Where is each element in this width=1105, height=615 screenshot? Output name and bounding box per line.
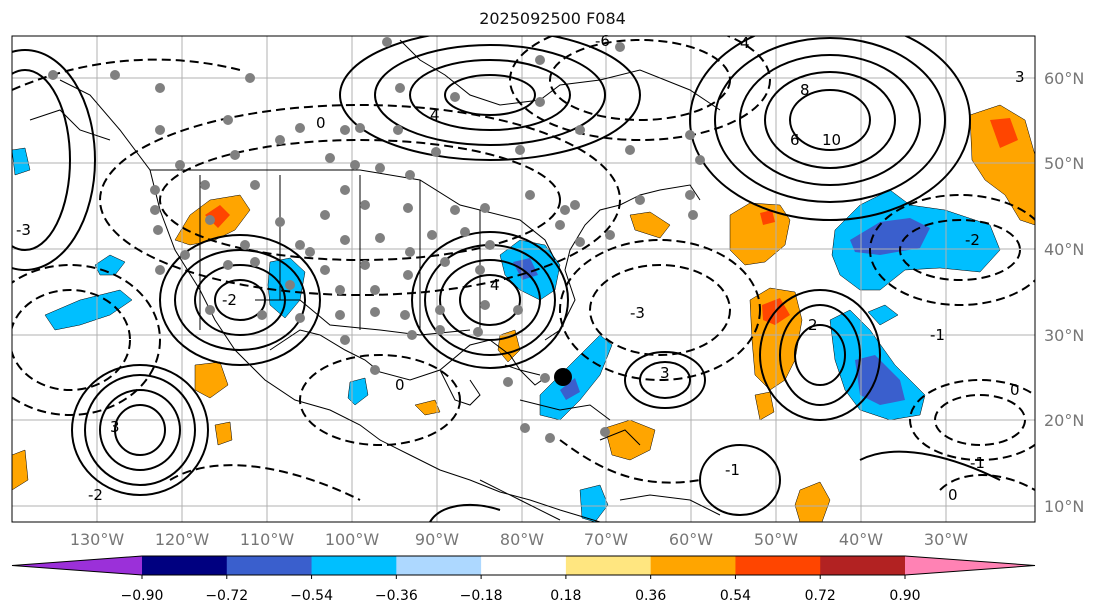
contour-label: -3 bbox=[630, 304, 645, 322]
colorbar-segment bbox=[311, 556, 397, 575]
coastlines bbox=[29, 39, 721, 522]
contour-label: -3 bbox=[16, 221, 31, 239]
contour-label: 10 bbox=[822, 131, 841, 149]
lat-label: 10°N bbox=[1044, 497, 1084, 516]
contour-label: 3 bbox=[660, 364, 670, 382]
colorbar-segment bbox=[142, 556, 228, 575]
contour-label: -6 bbox=[595, 32, 610, 50]
lon-label: 120°W bbox=[155, 530, 210, 549]
colorbar-tick-label: −0.54 bbox=[290, 588, 333, 604]
contour-label: 0 bbox=[395, 376, 405, 394]
lon-label: 90°W bbox=[415, 530, 459, 549]
lon-label: 50°W bbox=[754, 530, 798, 549]
colorbar-tick-label: 0.90 bbox=[889, 588, 920, 604]
lat-label: 40°N bbox=[1044, 240, 1084, 259]
colorbar-segment bbox=[396, 556, 482, 575]
contour-label: 3 bbox=[1015, 68, 1025, 86]
contour-label: -1 bbox=[930, 326, 945, 344]
colorbar-tick-label: −0.36 bbox=[375, 588, 418, 604]
latitude-labels: 60°N 50°N 40°N 30°N 20°N 10°N bbox=[1044, 69, 1084, 516]
lon-label: 40°W bbox=[839, 530, 883, 549]
lon-label: 30°W bbox=[924, 530, 968, 549]
shade-blue bbox=[855, 355, 905, 405]
colorbar-tick-label: 0.18 bbox=[550, 588, 581, 604]
shade-red bbox=[990, 118, 1018, 148]
contour-label: 0 bbox=[316, 114, 326, 132]
contour-label: 0 bbox=[1010, 381, 1020, 399]
colorbar-tick-label: −0.90 bbox=[121, 588, 164, 604]
contour-label: 0 bbox=[948, 486, 958, 504]
colorbar-tick-label: −0.72 bbox=[205, 588, 248, 604]
lat-label: 60°N bbox=[1044, 69, 1084, 88]
colorbar-segment bbox=[226, 556, 313, 575]
lon-label: 80°W bbox=[500, 530, 544, 549]
lon-label: 70°W bbox=[584, 530, 628, 549]
shade-blue bbox=[850, 218, 930, 255]
contour-label: -1 bbox=[725, 461, 740, 479]
contour-labels: -2 4 3 3 2 8 10 6 0 4 -6 -3 -1 -2 -1 0 0… bbox=[16, 32, 1025, 504]
shade-red bbox=[760, 210, 775, 225]
contour-label: -2 bbox=[88, 486, 103, 504]
shade-orange bbox=[214, 421, 233, 446]
shade-blue bbox=[539, 334, 613, 421]
colorbar-tick-label: −0.18 bbox=[460, 588, 503, 604]
shade-orange bbox=[969, 104, 1035, 226]
colorbar-tick-label: 0.36 bbox=[635, 588, 666, 604]
shade-blue bbox=[347, 377, 369, 406]
shade-blue bbox=[44, 289, 133, 331]
shade-orange bbox=[794, 481, 831, 522]
shade-red bbox=[205, 205, 230, 228]
shade-blue bbox=[867, 304, 899, 326]
colorbar-tick-labels: −0.90 −0.72 −0.54 −0.36 −0.18 0.18 0.36 0.54 0.7… bbox=[121, 575, 921, 604]
longitude-labels: 130°W 120°W 110°W 100°W 90°W 80°W 70°W 6… bbox=[70, 530, 968, 549]
colorbar-segment bbox=[481, 556, 567, 575]
contour-label: -2 bbox=[222, 291, 237, 309]
contour-label: 4 bbox=[490, 276, 500, 294]
shade-blue bbox=[579, 484, 609, 522]
shade-orange bbox=[754, 391, 775, 421]
colorbar bbox=[11, 555, 1036, 576]
map-title: 2025092500 F084 bbox=[479, 9, 626, 28]
contour-label: 3 bbox=[110, 418, 120, 436]
colorbar-tick-label: 0.54 bbox=[720, 588, 751, 604]
colorbar-segment bbox=[650, 556, 736, 575]
lat-label: 50°N bbox=[1044, 154, 1084, 173]
highlight-marker bbox=[554, 368, 572, 386]
lon-label: 60°W bbox=[669, 530, 713, 549]
contours-negative bbox=[12, 36, 1035, 501]
lat-label: 20°N bbox=[1044, 411, 1084, 430]
lon-label: 130°W bbox=[70, 530, 125, 549]
colorbar-extend-min bbox=[12, 556, 142, 575]
shade-orange bbox=[629, 211, 671, 239]
contour-label: 6 bbox=[790, 131, 800, 149]
contour-label: 4 bbox=[740, 34, 750, 52]
shade-blue bbox=[560, 378, 580, 400]
contour-label: 2 bbox=[808, 316, 818, 334]
map-frame bbox=[11, 35, 1036, 523]
contour-label: 8 bbox=[800, 81, 810, 99]
contour-label: -1 bbox=[970, 454, 985, 472]
station-markers bbox=[48, 37, 705, 443]
lon-label: 100°W bbox=[325, 530, 380, 549]
colorbar-tick-label: 0.72 bbox=[805, 588, 836, 604]
contour-label: -2 bbox=[965, 231, 980, 249]
shade-orange bbox=[414, 399, 441, 416]
shade-blue bbox=[12, 147, 31, 176]
colorbar-segment bbox=[735, 556, 821, 575]
colorbar-segment bbox=[565, 556, 652, 575]
lat-label: 30°N bbox=[1044, 326, 1084, 345]
colorbar-extend-max bbox=[905, 556, 1035, 575]
colorbar-segment bbox=[820, 556, 906, 575]
contours-positive bbox=[12, 36, 1001, 522]
contour-label: 4 bbox=[430, 106, 440, 124]
lon-label: 110°W bbox=[240, 530, 295, 549]
shade-orange bbox=[12, 449, 29, 491]
